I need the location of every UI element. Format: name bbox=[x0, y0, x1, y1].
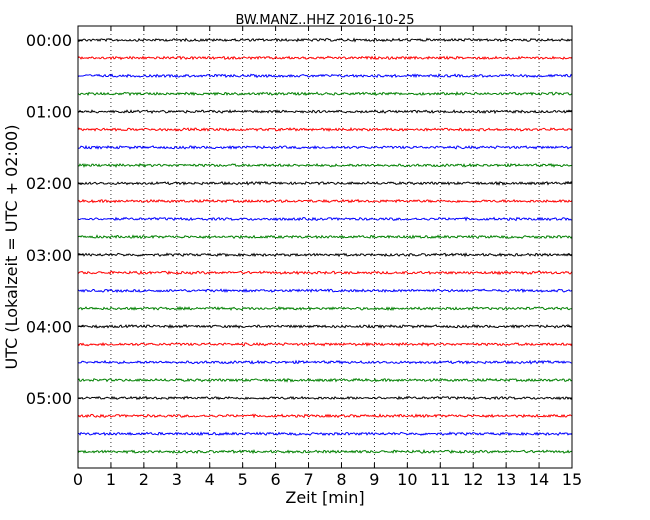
grid-lines bbox=[110, 26, 540, 468]
y-tick-label-1: 01:00 bbox=[26, 103, 72, 122]
trace-3 bbox=[77, 91, 573, 97]
y-tick-label-3: 03:00 bbox=[26, 246, 72, 265]
trace-13 bbox=[77, 269, 573, 276]
x-tick-label-4: 4 bbox=[205, 470, 215, 489]
plot-frame bbox=[77, 25, 573, 469]
trace-5 bbox=[77, 126, 573, 132]
y-tick-label-4: 04:00 bbox=[26, 317, 72, 336]
trace-17 bbox=[77, 341, 573, 347]
x-tick-label-15: 15 bbox=[562, 470, 582, 489]
x-tick-label-14: 14 bbox=[529, 470, 549, 489]
trace-7 bbox=[77, 162, 573, 168]
seismic-traces bbox=[77, 37, 573, 455]
x-tick-label-10: 10 bbox=[397, 470, 417, 489]
x-axis-label: Zeit [min] bbox=[285, 488, 364, 507]
x-tick-label-11: 11 bbox=[430, 470, 450, 489]
y-axis-label: UTC (Lokalzeit = UTC + 02:00) bbox=[2, 125, 21, 370]
x-tick-label-1: 1 bbox=[106, 470, 116, 489]
trace-8 bbox=[77, 180, 573, 186]
x-tick-label-13: 13 bbox=[496, 470, 516, 489]
trace-4 bbox=[77, 109, 573, 115]
x-tick-label-3: 3 bbox=[172, 470, 182, 489]
y-axis-ticks: 00:00 01:00 02:00 03:00 04:00 05:00 bbox=[26, 31, 572, 408]
trace-15 bbox=[77, 305, 573, 312]
trace-21 bbox=[77, 413, 573, 419]
y-tick-label-0: 00:00 bbox=[26, 31, 72, 50]
y-tick-label-2: 02:00 bbox=[26, 174, 72, 193]
trace-20 bbox=[77, 395, 573, 401]
x-tick-label-12: 12 bbox=[463, 470, 483, 489]
x-tick-label-2: 2 bbox=[139, 470, 149, 489]
x-axis-ticks: 0 1 2 3 4 5 6 7 8 9 10 11 12 13 14 15 bbox=[73, 26, 582, 489]
trace-12 bbox=[77, 252, 573, 258]
trace-6 bbox=[77, 144, 573, 150]
y-tick-label-5: 05:00 bbox=[26, 389, 72, 408]
trace-18 bbox=[77, 359, 573, 365]
trace-14 bbox=[77, 288, 573, 294]
trace-22 bbox=[77, 431, 573, 437]
trace-23 bbox=[77, 448, 573, 455]
trace-11 bbox=[77, 234, 573, 240]
x-tick-label-8: 8 bbox=[336, 470, 346, 489]
x-tick-label-6: 6 bbox=[271, 470, 281, 489]
trace-10 bbox=[77, 216, 573, 222]
trace-19 bbox=[77, 377, 573, 383]
trace-9 bbox=[77, 198, 573, 204]
x-tick-label-0: 0 bbox=[73, 470, 83, 489]
trace-16 bbox=[77, 323, 573, 329]
trace-1 bbox=[77, 55, 573, 61]
x-tick-label-9: 9 bbox=[369, 470, 379, 489]
x-tick-label-7: 7 bbox=[303, 470, 313, 489]
trace-0 bbox=[77, 37, 573, 43]
trace-2 bbox=[77, 73, 573, 79]
chart-title: BW.MANZ..HHZ 2016-10-25 bbox=[235, 13, 414, 28]
x-tick-label-5: 5 bbox=[238, 470, 248, 489]
